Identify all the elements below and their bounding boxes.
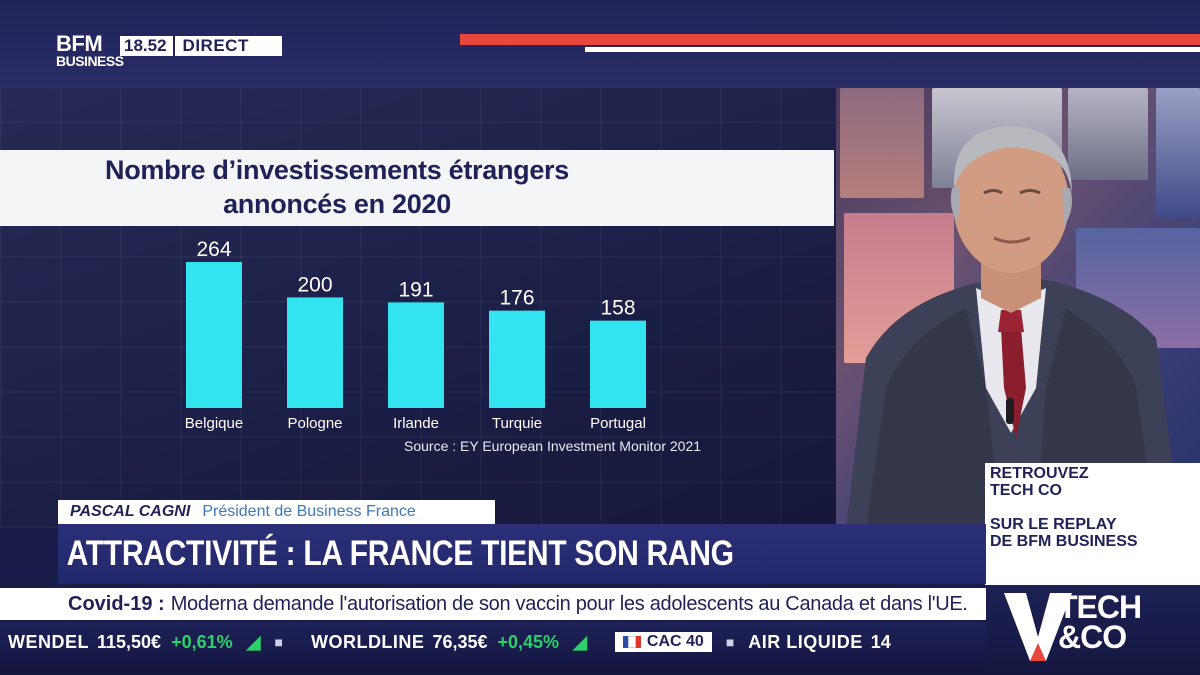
news-crawl-bar: Covid-19 : Moderna demande l'autorisatio… (0, 588, 986, 620)
logo-line1: BFM (56, 31, 103, 56)
bar-belgique (186, 262, 242, 408)
live-label: DIRECT (182, 36, 249, 55)
tech-co-logo (986, 585, 1200, 675)
studio-background (836, 88, 1200, 528)
studio-screen (1156, 88, 1200, 218)
ticker-name: AIR LIQUIDE (748, 631, 863, 652)
ticker-value: 14 (870, 631, 891, 652)
ticker-value: 76,35€ (432, 631, 488, 652)
category-label: Portugal (590, 415, 646, 432)
bar-turquie (489, 310, 545, 408)
up-arrow-icon: ◢ (573, 631, 587, 652)
guest-name: PASCAL CAGNI (70, 503, 191, 520)
index-badge: CAC 40 (614, 632, 712, 652)
tech-co-line2: &CO (1058, 619, 1127, 656)
separator-icon: ■ (274, 634, 283, 650)
bar-value-label: 200 (297, 273, 332, 296)
category-label: Pologne (287, 415, 342, 432)
chart-title-line2: annoncés en 2020 (223, 189, 451, 219)
up-arrow-icon: ◢ (246, 631, 261, 652)
bar-portugal (590, 320, 646, 408)
promo-line2: TECH CO (990, 482, 1062, 500)
stock-ticker: WENDEL 115,50€ +0,61% ◢ ■ WORLDLINE 76,3… (0, 622, 986, 675)
logo-line2: BUSINESS (56, 52, 124, 69)
guest-speaker-image (846, 126, 1181, 528)
category-label: Belgique (185, 415, 243, 432)
bar-value-label: 191 (398, 278, 433, 301)
ticker-value: 115,50€ (97, 631, 162, 652)
separator-icon: ■ (725, 634, 735, 650)
ticker-change: +0,61% (171, 631, 233, 652)
bar-value-label: 176 (499, 287, 534, 310)
headline-bar: ATTRACTIVITÉ : LA FRANCE TIENT SON RANG (58, 524, 986, 584)
guest-role: Président de Business France (202, 503, 416, 520)
news-text: Moderna demande l'autorisation de son va… (170, 592, 968, 615)
chart-title: Nombre d’investissements étrangers annon… (0, 150, 834, 226)
tech-co-wordmark: TECH &CO (1058, 589, 1142, 656)
index-label: CAC 40 (646, 633, 704, 650)
promo-line4: DE BFM BUSINESS (990, 532, 1138, 550)
bar-value-label: 158 (600, 297, 635, 320)
news-tag: Covid-19 : (68, 592, 165, 615)
ticker-item: WORLDLINE 76,35€ +0,45% ◢ (311, 632, 601, 653)
ticker-name: WENDEL (8, 631, 89, 652)
headline-text: ATTRACTIVITÉ : LA FRANCE TIENT SON RANG (66, 534, 734, 573)
ticker-item: AIR LIQUIDE 14 (748, 632, 901, 653)
chart-title-line1: Nombre d’investissements étrangers (105, 155, 569, 186)
guest-name-bar: PASCAL CAGNI Président de Business Franc… (58, 500, 495, 524)
bar-pologne (287, 297, 343, 408)
category-label: Turquie (492, 415, 542, 432)
ticker-name: WORLDLINE (310, 631, 425, 652)
tech-co-line1: TECH (1058, 589, 1142, 625)
studio-screen (1068, 88, 1148, 180)
french-flag-icon (622, 636, 641, 648)
replay-promo-panel: RETROUVEZ TECH CO SUR LE REPLAY DE BFM B… (985, 463, 1200, 585)
ticker-row: WENDEL 115,50€ +0,61% ◢ ■ WORLDLINE 76,3… (8, 628, 915, 656)
decorative-stripe-white (585, 47, 1200, 52)
tech-co-v-icon (1004, 593, 1072, 661)
category-label: Irlande (393, 415, 439, 432)
clock-time: 18.52 (120, 36, 175, 56)
clock-live-badge: 18.52 DIRECT (120, 36, 282, 56)
ticker-item: WENDEL 115,50€ +0,61% ◢ ■ (8, 632, 297, 653)
decorative-stripe-red (460, 34, 1200, 45)
bar-value-label: 264 (196, 238, 231, 261)
chart-source: Source : EY European Investment Monitor … (404, 438, 702, 454)
bar-irlande (388, 302, 444, 408)
studio-screen (840, 88, 924, 198)
ticker-change: +0,45% (497, 631, 560, 652)
promo-line3: SUR LE REPLAY (990, 515, 1117, 533)
bfm-business-logo: BFM BUSINESS (56, 31, 124, 69)
promo-line1: RETROUVEZ (990, 465, 1089, 482)
bar-chart: 264 Belgique 200 Pologne 191 Irlande 176 Turqui… (185, 238, 646, 432)
